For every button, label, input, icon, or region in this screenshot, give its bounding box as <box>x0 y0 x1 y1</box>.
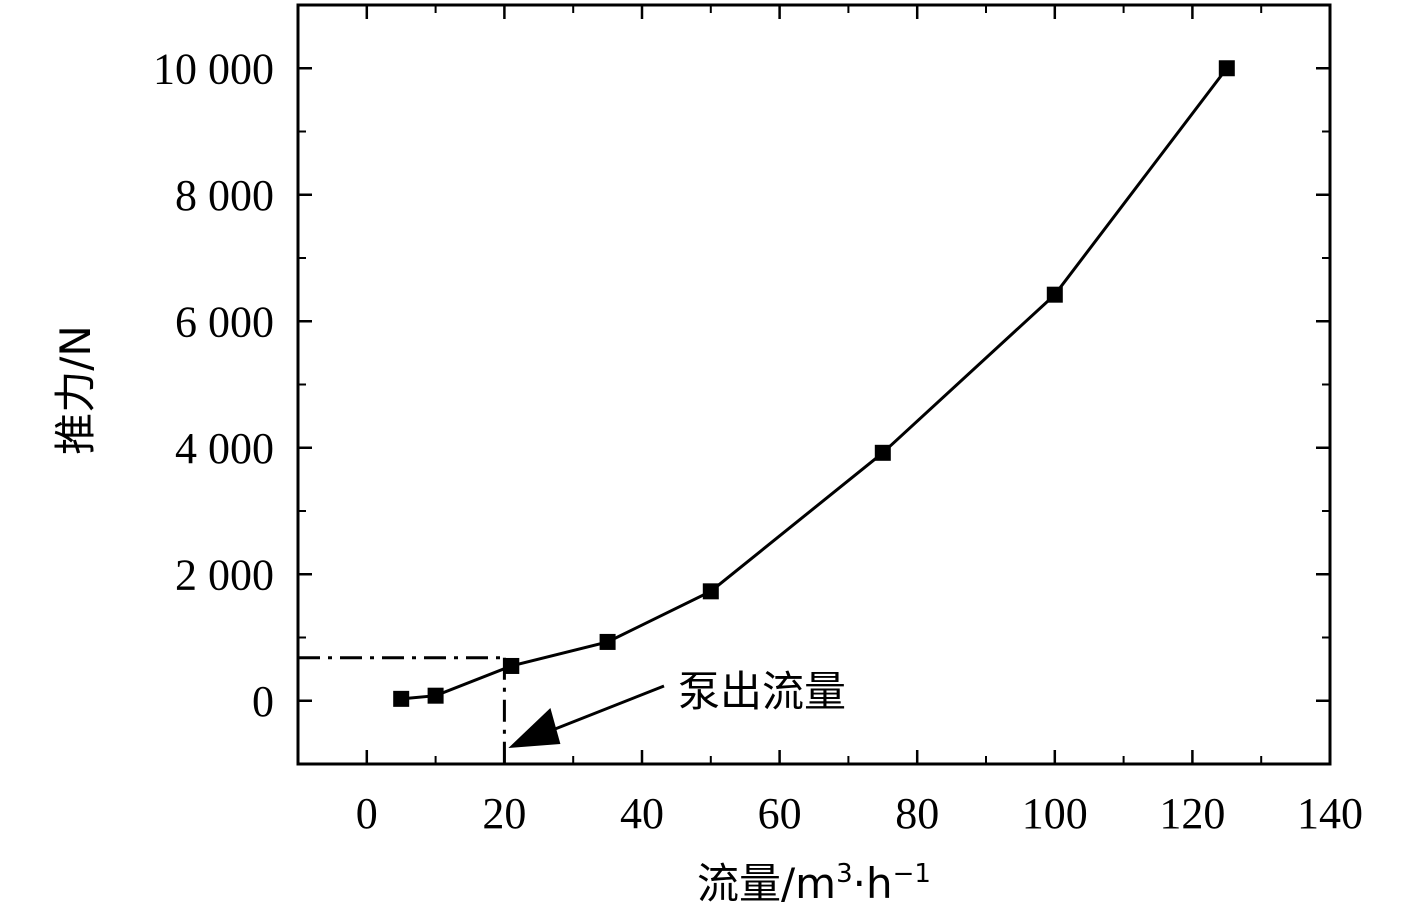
y-axis-ticks: 0 2 000 4 000 6 000 8 000 10 000 <box>153 4 1330 765</box>
data-point-marker <box>1046 286 1063 303</box>
y-tick-label: 8 000 <box>175 171 274 220</box>
x-tick-label: 40 <box>620 789 664 838</box>
plot-border <box>296 3 1332 766</box>
y-tick-label: 0 <box>252 677 274 726</box>
annotation-arrow-head <box>508 708 561 748</box>
data-point-marker <box>393 690 410 707</box>
x-tick-label: 100 <box>1022 789 1088 838</box>
y-tick-label: 6 000 <box>175 297 274 346</box>
y-tick-label: 10 000 <box>153 44 274 93</box>
data-point-marker <box>874 444 891 461</box>
x-tick-label: 60 <box>758 789 802 838</box>
series-markers <box>393 60 1235 707</box>
x-tick-label: 80 <box>895 789 939 838</box>
x-axis-title: 流量/m3·h−1 <box>697 859 931 908</box>
y-axis-title: 推力/N <box>51 325 100 455</box>
x-axis-title-sup2: −1 <box>893 859 931 889</box>
data-point-marker <box>702 583 719 600</box>
data-point-marker <box>427 687 444 704</box>
series-line <box>401 67 1228 701</box>
series-lines <box>401 67 1228 701</box>
x-tick-label: 20 <box>482 789 526 838</box>
x-axis-title-mid: ·h <box>853 859 893 908</box>
x-axis-title-sup1: 3 <box>836 859 853 889</box>
y-tick-label: 4 000 <box>175 424 274 473</box>
reference-lines <box>298 656 506 764</box>
x-tick-label: 120 <box>1159 789 1225 838</box>
x-axis-ticks: 0 20 40 60 80 100 120 140 <box>297 5 1363 838</box>
data-point-marker <box>1218 60 1235 77</box>
y-tick-label: 2 000 <box>175 550 274 599</box>
data-point-marker <box>503 657 520 674</box>
x-tick-label: 0 <box>356 789 378 838</box>
data-point-marker <box>599 633 616 650</box>
plot-frame <box>296 3 1332 766</box>
annotation-arrow-line <box>541 684 665 736</box>
x-axis-title-main: 流量/m <box>697 859 836 908</box>
x-tick-label: 140 <box>1297 789 1363 838</box>
annotation-label: 泵出流量 <box>678 667 846 716</box>
annotation-layer: 泵出流量 <box>508 667 846 748</box>
